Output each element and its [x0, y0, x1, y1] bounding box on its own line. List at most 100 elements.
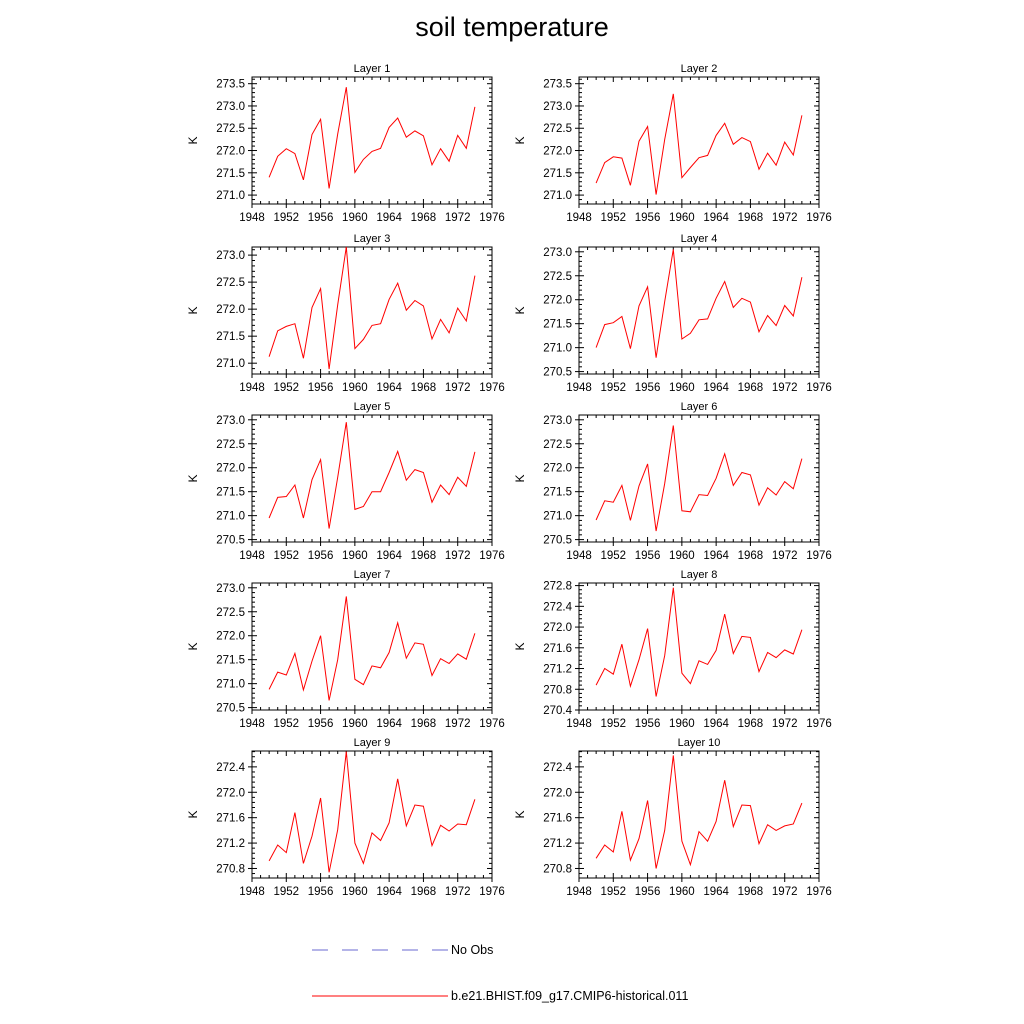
x-tick-label: 1964 — [376, 382, 402, 394]
plot-frame — [578, 414, 820, 543]
x-tick-label: 1972 — [772, 212, 798, 224]
x-tick-label: 1956 — [635, 212, 661, 224]
y-tick-label: 272.8 — [543, 581, 572, 593]
x-tick-label: 1976 — [806, 212, 832, 224]
x-tick-label: 1972 — [772, 718, 798, 730]
x-tick-label: 1972 — [445, 382, 471, 394]
panel-layer-6: Layer 6 K 1948 1952 1956 1960 1964 1968 1972 1976… — [513, 401, 832, 562]
plot-frame — [251, 414, 493, 543]
series-line — [268, 246, 476, 370]
y-tick-label: 272.0 — [543, 622, 572, 634]
y-tick-label: 272.0 — [216, 146, 245, 158]
x-tick-label: 1960 — [669, 212, 695, 224]
x-tick-label: 1948 — [239, 550, 265, 562]
x-tick-label: 1976 — [479, 550, 505, 562]
x-tick-label: 1960 — [669, 382, 695, 394]
x-tick-label: 1964 — [376, 550, 402, 562]
series-line — [595, 587, 803, 697]
panel-title: Layer 5 — [354, 401, 391, 413]
y-axis-label: K — [186, 136, 200, 144]
y-tick-label: 271.6 — [543, 813, 572, 825]
x-tick-label: 1976 — [479, 212, 505, 224]
x-tick-label: 1952 — [273, 382, 299, 394]
y-tick-label: 272.0 — [543, 787, 572, 799]
plot-frame — [251, 750, 493, 879]
x-tick-label: 1952 — [600, 382, 626, 394]
x-tick-label: 1960 — [342, 886, 368, 898]
y-tick-label: 271.6 — [543, 643, 572, 655]
y-tick-label: 270.5 — [216, 703, 245, 715]
y-tick-label: 271.0 — [216, 190, 245, 202]
y-tick-label: 270.4 — [543, 705, 572, 717]
y-tick-label: 273.0 — [543, 101, 572, 113]
y-tick-label: 271.0 — [543, 343, 572, 355]
y-tick-label: 271.5 — [216, 655, 245, 667]
x-tick-label: 1968 — [411, 382, 437, 394]
x-tick-label: 1976 — [806, 718, 832, 730]
x-tick-label: 1968 — [738, 550, 764, 562]
y-tick-label: 270.5 — [543, 535, 572, 547]
y-tick-label: 271.0 — [216, 358, 245, 370]
panel-title: Layer 7 — [354, 569, 391, 581]
x-tick-label: 1952 — [600, 886, 626, 898]
y-tick-label: 271.0 — [216, 511, 245, 523]
chart-title: soil temperature — [415, 12, 609, 42]
x-tick-label: 1972 — [445, 212, 471, 224]
y-tick-label: 272.5 — [216, 277, 245, 289]
x-tick-label: 1976 — [806, 550, 832, 562]
x-tick-label: 1968 — [411, 550, 437, 562]
panel-title: Layer 3 — [354, 233, 391, 245]
x-tick-label: 1956 — [635, 886, 661, 898]
x-tick-label: 1948 — [566, 550, 592, 562]
x-tick-label: 1964 — [703, 212, 729, 224]
y-tick-label: 270.5 — [543, 367, 572, 379]
x-tick-label: 1968 — [738, 718, 764, 730]
y-axis-label: K — [186, 306, 200, 314]
panel-layer-2: Layer 2 K 1948 1952 1956 1960 1964 1968 1972 1976… — [513, 63, 832, 224]
y-tick-label: 271.6 — [216, 813, 245, 825]
x-tick-label: 1952 — [273, 212, 299, 224]
x-tick-label: 1960 — [669, 718, 695, 730]
panel-layer-8: Layer 8 K 1948 1952 1956 1960 1964 1968 1972 1976… — [513, 569, 832, 730]
y-tick-label: 272.0 — [216, 631, 245, 643]
panel-layer-7: Layer 7 K 1948 1952 1956 1960 1964 1968 1972 1976… — [186, 569, 505, 730]
panel-layer-10: Layer 10 K 1948 1952 1956 1960 1964 1968 1972 197… — [513, 737, 832, 898]
panel-layer-9: Layer 9 K 1948 1952 1956 1960 1964 1968 1972 1976… — [186, 737, 505, 898]
x-tick-label: 1948 — [239, 382, 265, 394]
series-line — [268, 87, 476, 189]
x-tick-label: 1948 — [566, 212, 592, 224]
y-tick-label: 272.0 — [216, 304, 245, 316]
y-tick-label: 271.5 — [216, 331, 245, 343]
x-tick-label: 1972 — [445, 550, 471, 562]
x-tick-label: 1952 — [273, 718, 299, 730]
x-tick-label: 1964 — [376, 886, 402, 898]
x-tick-label: 1948 — [566, 382, 592, 394]
plot-frame — [251, 246, 493, 375]
x-tick-label: 1960 — [342, 382, 368, 394]
x-tick-label: 1976 — [806, 382, 832, 394]
y-tick-label: 270.8 — [543, 863, 572, 875]
y-tick-label: 272.0 — [543, 295, 572, 307]
x-tick-label: 1964 — [376, 212, 402, 224]
y-axis-label: K — [513, 306, 527, 314]
y-tick-label: 271.0 — [216, 679, 245, 691]
y-tick-label: 272.5 — [216, 439, 245, 451]
x-tick-label: 1976 — [479, 382, 505, 394]
y-axis-label: K — [186, 810, 200, 818]
series-line — [595, 425, 803, 532]
panel-title: Layer 2 — [681, 63, 718, 75]
series-line — [268, 596, 476, 701]
x-tick-label: 1948 — [239, 886, 265, 898]
x-tick-label: 1972 — [772, 550, 798, 562]
y-tick-label: 273.5 — [216, 79, 245, 91]
y-tick-label: 271.2 — [216, 838, 245, 850]
series-line — [595, 93, 803, 195]
panel-layer-4: Layer 4 K 1948 1952 1956 1960 1964 1968 1972 1976… — [513, 233, 832, 394]
y-tick-label: 273.5 — [543, 79, 572, 91]
x-tick-label: 1952 — [273, 550, 299, 562]
panel-title: Layer 9 — [354, 737, 391, 749]
y-tick-label: 271.5 — [543, 168, 572, 180]
x-tick-label: 1952 — [600, 550, 626, 562]
plot-frame — [578, 76, 820, 205]
